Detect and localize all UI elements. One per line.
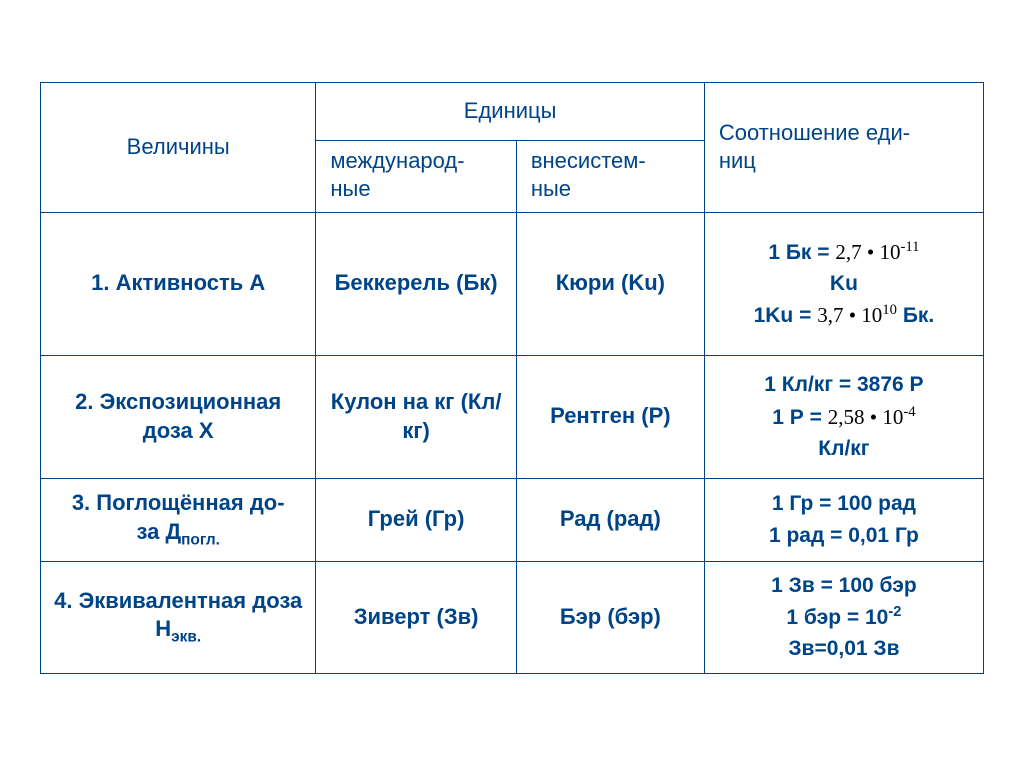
- ratio-text: Бк.: [897, 304, 934, 327]
- cell-nonsi: Рентген (Р): [516, 355, 704, 478]
- header-row-1: Величины Единицы Соотношение еди- ниц: [41, 83, 984, 141]
- cell-ratio: 1 Зв = 100 бэр 1 бэр = 10-2 Зв=0,01 Зв: [704, 561, 983, 673]
- ratio-formula: 3,7 • 1010: [817, 303, 897, 327]
- ratio-formula: 2,7 • 10-11: [835, 240, 919, 264]
- cell-intl: Беккерель (Бк): [316, 212, 516, 355]
- header-units: Единицы: [316, 83, 704, 141]
- quantity-sub: погл.: [181, 531, 220, 548]
- cell-nonsi: Кюри (Ku): [516, 212, 704, 355]
- header-quantities: Величины: [41, 83, 316, 213]
- ratio-text: Ku: [715, 270, 973, 297]
- cell-quantity: 1. Активность А: [41, 212, 316, 355]
- ratio-text: 1 Р =: [772, 406, 827, 429]
- cell-quantity: 4. Эквивалентная доза Нэкв.: [41, 561, 316, 673]
- cell-intl: Кулон на кг (Кл/кг): [316, 355, 516, 478]
- quantity-sub: экв.: [171, 629, 201, 646]
- ratio-text: 1 Кл/кг = 3876 Р: [715, 371, 973, 398]
- ratio-text: 1 бэр = 10: [786, 606, 888, 629]
- ratio-formula: 2,58 • 10-4: [828, 405, 916, 429]
- quantity-main: 3. Поглощённая до- за Д: [72, 490, 285, 544]
- cell-quantity: 3. Поглощённая до- за Дпогл.: [41, 478, 316, 561]
- cell-nonsi: Рад (рад): [516, 478, 704, 561]
- cell-quantity: 2. Экспозиционная доза Х: [41, 355, 316, 478]
- ratio-text: Зв=0,01 Зв: [715, 635, 973, 662]
- units-table: Величины Единицы Соотношение еди- ниц ме…: [40, 82, 984, 674]
- header-ratio: Соотношение еди- ниц: [704, 83, 983, 213]
- table-row: 4. Эквивалентная доза Нэкв. Зиверт (Зв) …: [41, 561, 984, 673]
- cell-nonsi: Бэр (бэр): [516, 561, 704, 673]
- ratio-text: 1Ku =: [754, 304, 818, 327]
- header-nonsystem: внесистем- ные: [516, 140, 704, 212]
- ratio-text: Кл/кг: [715, 435, 973, 462]
- cell-ratio: 1 Бк = 2,7 • 10-11 Ku 1Ku = 3,7 • 1010 Б…: [704, 212, 983, 355]
- header-international: международ- ные: [316, 140, 516, 212]
- table-row: 2. Экспозиционная доза Х Кулон на кг (Кл…: [41, 355, 984, 478]
- ratio-text: 1 Бк =: [768, 241, 835, 264]
- ratio-text: 1 рад = 0,01 Гр: [715, 522, 973, 549]
- table-row: 3. Поглощённая до- за Дпогл. Грей (Гр) Р…: [41, 478, 984, 561]
- ratio-text: 1 Гр = 100 рад: [715, 490, 973, 517]
- cell-intl: Грей (Гр): [316, 478, 516, 561]
- table-row: 1. Активность А Беккерель (Бк) Кюри (Ku)…: [41, 212, 984, 355]
- cell-intl: Зиверт (Зв): [316, 561, 516, 673]
- ratio-text: 1 Зв = 100 бэр: [715, 572, 973, 599]
- ratio-exp: -2: [888, 604, 901, 620]
- cell-ratio: 1 Кл/кг = 3876 Р 1 Р = 2,58 • 10-4 Кл/кг: [704, 355, 983, 478]
- cell-ratio: 1 Гр = 100 рад 1 рад = 0,01 Гр: [704, 478, 983, 561]
- table-container: Величины Единицы Соотношение еди- ниц ме…: [0, 0, 1024, 674]
